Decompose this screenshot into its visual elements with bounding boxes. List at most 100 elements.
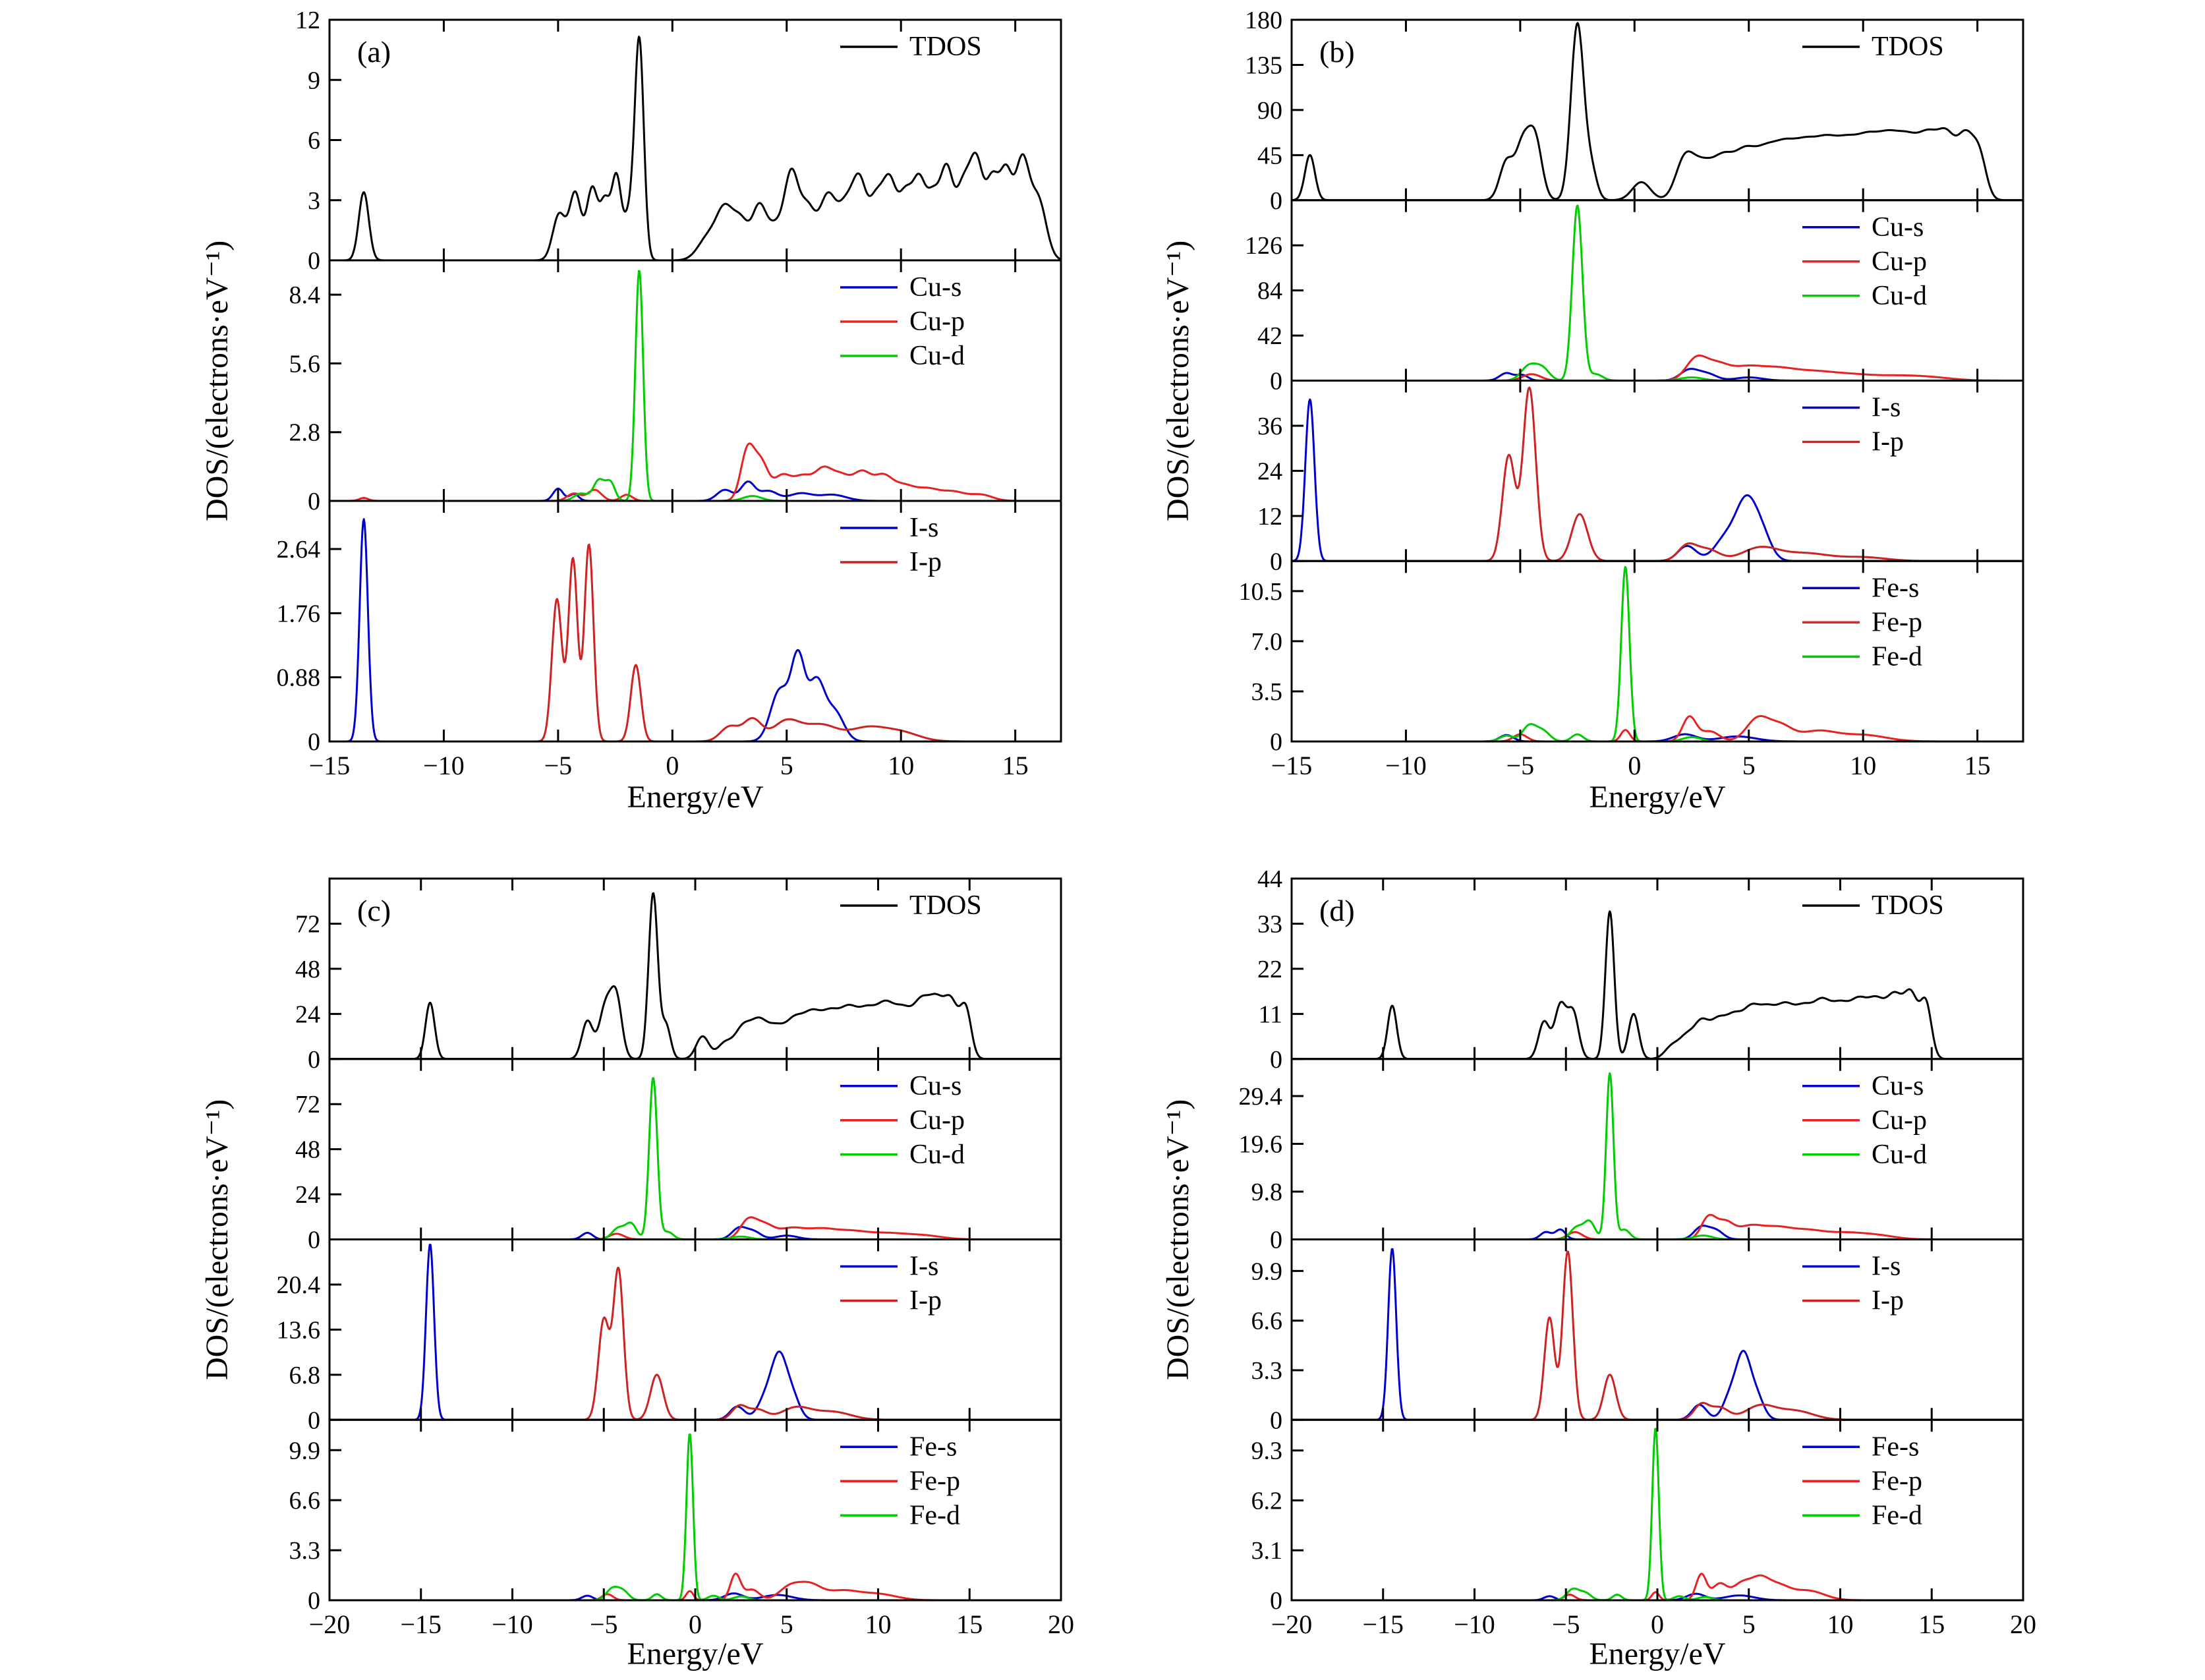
legend-label-cu-s: Cu-s <box>1872 1071 1924 1101</box>
panel-a-yaxis-label: DOS/(electrons·eV⁻¹) <box>200 240 235 521</box>
y-tick-label: 29.4 <box>1239 1083 1283 1111</box>
legend-label-cu-p: Cu-p <box>1872 246 1927 277</box>
curve-i-s <box>1292 398 2023 562</box>
legend-label-cu-d: Cu-d <box>909 341 965 371</box>
y-tick-label: 8.4 <box>289 281 321 309</box>
x-tick-label: 10 <box>1850 751 1876 780</box>
y-tick-label: 0 <box>1270 187 1282 215</box>
y-tick-label: 3.3 <box>289 1537 321 1565</box>
y-tick-label: 45 <box>1257 142 1282 169</box>
curve-i-s <box>1292 1248 2023 1420</box>
y-tick-label: 0 <box>308 728 320 756</box>
y-tick-label: 3.1 <box>1251 1537 1283 1565</box>
legend-label-cu-s: Cu-s <box>909 272 961 303</box>
legend-label-cu-p: Cu-p <box>909 1105 965 1136</box>
x-tick-label: 5 <box>780 1609 793 1639</box>
x-tick-label: 5 <box>1742 751 1756 780</box>
legend-label-cu-s: Cu-s <box>1872 212 1924 243</box>
legend-label-tdos: TDOS <box>1872 890 1944 921</box>
panel-a: 0 3 6 9 12 TDOS 0 2.8 5.6 8.4 Cu-sCu-p Cu-d 0 0.88 1.7… <box>277 7 1062 780</box>
panel-b-yaxis-label: DOS/(electrons·eV⁻¹) <box>1160 240 1195 521</box>
y-tick-label: 19.6 <box>1239 1130 1283 1158</box>
legend-label-fe-p: Fe-p <box>1872 1466 1922 1496</box>
curve-cu-d <box>329 270 1061 501</box>
y-tick-label: 20.4 <box>277 1271 321 1299</box>
panel-c: 0 24 48 72 TDOS 0 24 48 72 Cu-s Cu-p Cu-d 0 6.8 13.6 20… <box>277 877 1074 1639</box>
y-tick-label: 0 <box>308 1227 320 1254</box>
y-tick-label: 84 <box>1257 277 1282 305</box>
y-tick-label: 24 <box>295 1181 320 1209</box>
x-tick-label: −10 <box>423 751 465 780</box>
legend-label-tdos: TDOS <box>909 890 982 921</box>
axes-frame <box>328 500 1062 743</box>
y-tick-label: 9.9 <box>289 1437 321 1464</box>
y-tick-label: 0 <box>1270 368 1282 395</box>
x-tick-label: 20 <box>1048 1609 1074 1639</box>
y-tick-label: 2.8 <box>289 419 321 447</box>
legend-label-cu-d: Cu-d <box>1872 281 1927 311</box>
legend-label-fe-s: Fe-s <box>1872 573 1919 603</box>
y-tick-label: 48 <box>295 1136 320 1164</box>
legend-label-fe-s: Fe-s <box>1872 1432 1919 1462</box>
curve-fe-d <box>329 1434 1061 1600</box>
curve-tdos <box>329 36 1061 260</box>
x-tick-label: 5 <box>1742 1609 1756 1639</box>
panel-a-xaxis-label: Energy/eV <box>627 780 764 815</box>
x-tick-label: 15 <box>1002 751 1029 780</box>
panel-a-letter: (a) <box>357 35 391 69</box>
x-tick-label: −10 <box>1454 1609 1495 1639</box>
y-tick-label: 24 <box>295 1000 320 1028</box>
y-tick-label: 0 <box>308 1587 320 1615</box>
panel-d: 0 11 22 33 44 TDOS 0 9.8 19.6 29.4 Cu-s Cu-p Cu-d 0 3.… <box>1239 865 2037 1639</box>
x-tick-label: −10 <box>1385 751 1427 780</box>
y-tick-label: 2.64 <box>277 536 321 564</box>
panel-d-letter: (d) <box>1319 894 1355 927</box>
legend-label-cu-d: Cu-d <box>1872 1140 1927 1170</box>
y-tick-label: 1.76 <box>277 600 321 627</box>
curve-fe-d <box>1292 1428 2023 1600</box>
legend-label-i-s: I-s <box>909 1252 938 1282</box>
y-tick-label: 9.9 <box>1251 1258 1283 1285</box>
axes-frame <box>1290 380 2024 562</box>
curve-cu-p <box>1292 354 2023 381</box>
y-tick-label: 135 <box>1245 51 1282 79</box>
legend-label-fe-d: Fe-d <box>1872 641 1922 672</box>
panel-d-xaxis-label: Energy/eV <box>1589 1637 1726 1671</box>
y-tick-label: 0 <box>308 247 320 275</box>
legend-label-fe-d: Fe-d <box>1872 1500 1922 1530</box>
curve-i-p <box>1292 1250 2023 1420</box>
legend-label-i-s: I-s <box>1872 1252 1901 1282</box>
legend-label-fe-p: Fe-p <box>1872 607 1922 637</box>
y-tick-label: 3.5 <box>1251 678 1283 706</box>
legend-label-cu-d: Cu-d <box>909 1140 965 1170</box>
y-tick-label: 10.5 <box>1239 578 1283 606</box>
panel-c-yaxis-label: DOS/(electrons·eV⁻¹) <box>200 1099 235 1380</box>
y-tick-label: 7.0 <box>1251 628 1283 656</box>
curve-i-p <box>329 543 1061 741</box>
x-tick-label: −5 <box>590 1609 618 1639</box>
y-tick-label: 9.8 <box>1251 1178 1283 1206</box>
x-tick-label: 20 <box>2010 1609 2036 1639</box>
x-tick-label: −15 <box>1362 1609 1404 1639</box>
x-tick-label: 10 <box>1827 1609 1854 1639</box>
y-tick-label: 3 <box>308 187 320 215</box>
y-tick-label: 6.8 <box>289 1362 321 1389</box>
y-tick-label: 36 <box>1257 413 1282 440</box>
x-tick-label: 5 <box>780 751 793 780</box>
y-tick-label: 9 <box>308 67 320 94</box>
x-tick-label: 0 <box>666 751 679 780</box>
y-tick-label: 6.6 <box>289 1487 321 1515</box>
x-tick-label: −15 <box>400 1609 442 1639</box>
y-tick-label: 6.6 <box>1251 1308 1283 1335</box>
y-tick-label: 6 <box>308 127 320 155</box>
panel-c-letter: (c) <box>357 894 391 927</box>
curve-i-p <box>1292 386 2023 562</box>
x-tick-label: −20 <box>1271 1609 1313 1639</box>
x-tick-label: −5 <box>544 751 573 780</box>
y-tick-label: 0 <box>1270 1406 1282 1434</box>
y-tick-label: 12 <box>1257 503 1282 531</box>
y-tick-label: 12 <box>295 7 320 34</box>
y-tick-label: 3.3 <box>1251 1357 1283 1385</box>
